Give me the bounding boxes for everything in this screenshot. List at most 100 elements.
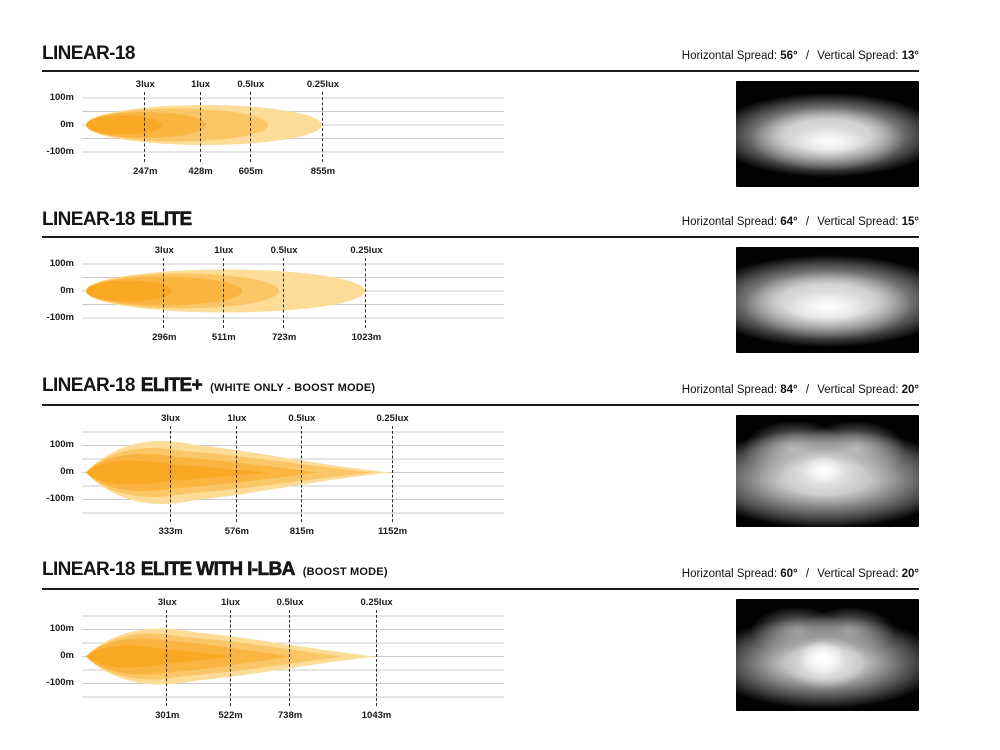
vertical-spread-label: Vertical Spread: (817, 50, 899, 62)
lux-label: 0.5lux (276, 597, 304, 608)
marker-dashed-line (235, 426, 237, 522)
lux-label: 0.5lux (237, 79, 265, 90)
horizontal-spread-value: 56° (780, 50, 798, 62)
lux-label: 0.5lux (288, 413, 316, 424)
distance-label: 296m (152, 332, 177, 343)
horizontal-spread-value: 64° (780, 216, 798, 228)
distance-label: 723m (271, 332, 297, 343)
distance-label: 855m (310, 166, 336, 177)
horizontal-spread-value: 60° (780, 568, 798, 580)
section-title: LINEAR-18 (42, 44, 149, 64)
y-axis-label-100m: 100m (49, 92, 74, 103)
lux-label: 1lux (214, 245, 234, 256)
y-axis-label-0m: 0m (60, 466, 74, 477)
distance-label: 1023m (351, 332, 382, 343)
beam-chart-canvas (82, 263, 504, 319)
section-linear-18-elite-plus: LINEAR-18 ELITE+ (WHITE ONLY - BOOST MOD… (42, 375, 919, 537)
lux-label: 1lux (191, 79, 211, 90)
spread-info: Horizontal Spread: 56° / Vertical Spread… (682, 50, 919, 64)
beam-photo (736, 599, 919, 711)
distance-label: 576m (224, 526, 250, 537)
section-title: LINEAR-18 ELITE+ (WHITE ONLY - BOOST MOD… (42, 375, 376, 398)
beam-chart-canvas (82, 431, 504, 514)
section-body: 100m 0m -100m (42, 597, 919, 721)
lux-label: 0.25lux (306, 79, 340, 90)
horizontal-spread-label: Horizontal Spread: (681, 568, 778, 580)
y-axis-labels: 100m 0m -100m (42, 413, 82, 537)
beam-pattern-chart: 3lux 301m 1lux 522m 0.5lux 738m 0.25lux (82, 597, 504, 721)
y-axis-label-100m: 100m (49, 439, 74, 450)
distance-label: 511m (211, 332, 236, 343)
y-axis-label-0m: 0m (60, 285, 74, 296)
distance-label: 301m (155, 710, 180, 721)
horizontal-spread-label: Horizontal Spread: (681, 216, 778, 228)
section-title: LINEAR-18 ELITE WITH I-LBA (BOOST MODE) (42, 559, 388, 582)
beam-chart-canvas (82, 615, 504, 698)
distance-label: 247m (133, 166, 158, 177)
marker-dashed-line (283, 258, 285, 328)
marker-dashed-line (199, 92, 201, 162)
title-base: LINEAR-18 (42, 43, 135, 64)
vertical-spread-label: Vertical Spread: (817, 384, 899, 396)
beam-pattern-chart: 3lux 333m 1lux 576m 0.5lux 815m 0.25lux (82, 413, 504, 537)
vertical-spread-label: Vertical Spread: (817, 568, 899, 580)
title-note: (BOOST MODE) (302, 566, 388, 578)
marker-dashed-line (144, 92, 146, 162)
title-base: LINEAR-18 (42, 559, 135, 580)
lux-label: 3lux (135, 79, 155, 90)
section-title: LINEAR-18 ELITE (42, 209, 200, 230)
spread-separator: / (805, 50, 810, 62)
lux-label: 3lux (154, 245, 174, 256)
distance-label: 605m (238, 166, 263, 177)
spread-separator: / (805, 384, 810, 396)
distance-label: 1152m (378, 526, 408, 537)
lux-label: 0.25lux (376, 413, 409, 424)
horizontal-spread-label: Horizontal Spread: (681, 384, 778, 396)
vertical-spread-label: Vertical Spread: (817, 216, 899, 228)
spread-separator: / (805, 568, 810, 580)
spread-info: Horizontal Spread: 64° / Vertical Spread… (682, 216, 919, 230)
section-body: 100m 0m -100m (42, 79, 919, 187)
lux-label: 0.25lux (360, 597, 393, 608)
marker-dashed-line (229, 610, 231, 706)
marker-dashed-line (375, 610, 377, 706)
marker-dashed-line (321, 92, 323, 162)
y-axis-label-minus100m: -100m (46, 146, 74, 157)
title-base: LINEAR-18 (42, 375, 135, 396)
y-axis-labels: 100m 0m -100m (42, 79, 82, 177)
vertical-spread-value: 20° (901, 568, 919, 580)
marker-dashed-line (166, 610, 168, 706)
distance-label: 333m (158, 526, 183, 537)
beam-chart-canvas (82, 97, 504, 153)
title-variant: ELITE+ (140, 375, 203, 396)
marker-dashed-line (365, 258, 367, 328)
y-axis-label-0m: 0m (60, 650, 74, 661)
marker-dashed-line (222, 258, 224, 328)
beam-pattern-chart: 3lux 247m 1lux 428m 0.5lux 605m 0.25lux (82, 79, 504, 177)
beam-photo (736, 247, 919, 353)
title-variant: ELITE (140, 209, 192, 230)
vertical-spread-value: 20° (901, 384, 919, 396)
vertical-spread-value: 13° (901, 50, 919, 62)
section-body: 100m 0m -100m (42, 245, 919, 353)
y-axis-label-100m: 100m (49, 258, 74, 269)
title-note: (WHITE ONLY - BOOST MODE) (210, 382, 376, 394)
y-axis-label-100m: 100m (49, 623, 74, 634)
section-linear-18-elite: LINEAR-18 ELITE Horizontal Spread: 64° /… (42, 209, 919, 353)
lux-label: 0.5lux (270, 245, 298, 256)
y-axis-label-minus100m: -100m (46, 493, 74, 504)
vertical-spread-value: 15° (901, 216, 919, 228)
section-linear-18: LINEAR-18 Horizontal Spread: 56° / Verti… (42, 44, 919, 187)
y-axis-label-0m: 0m (60, 119, 74, 130)
distance-label: 738m (277, 710, 303, 721)
title-variant: ELITE WITH I-LBA (140, 559, 295, 580)
section-header: LINEAR-18 ELITE WITH I-LBA (BOOST MODE) … (42, 559, 919, 590)
beam-photo (736, 81, 919, 187)
lux-label: 1lux (227, 413, 247, 424)
marker-dashed-line (391, 426, 393, 522)
marker-dashed-line (163, 258, 165, 328)
spread-info: Horizontal Spread: 60° / Vertical Spread… (682, 568, 919, 582)
y-axis-labels: 100m 0m -100m (42, 245, 82, 343)
marker-dashed-line (289, 610, 291, 706)
distance-label: 428m (188, 166, 213, 177)
